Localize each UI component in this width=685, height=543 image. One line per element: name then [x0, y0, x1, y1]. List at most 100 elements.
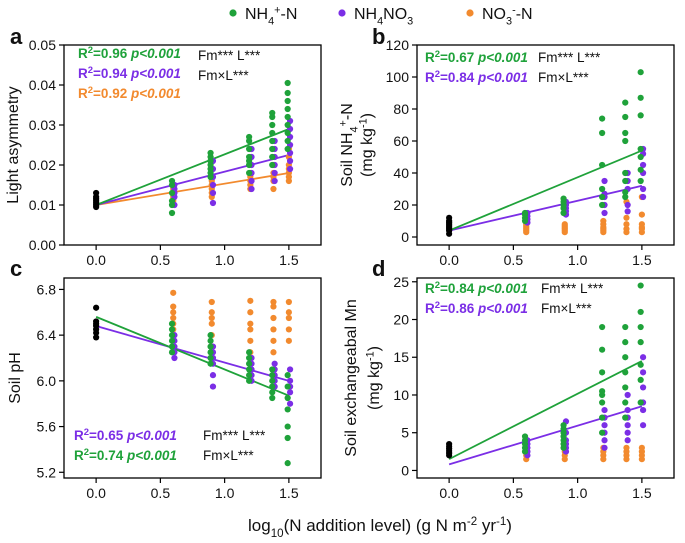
data-point-control	[93, 334, 100, 341]
data-point-nh4	[168, 337, 176, 344]
data-point-nh4no3	[271, 360, 278, 367]
y-tick-label: 0.00	[29, 237, 56, 253]
y-tick-label: 5	[401, 425, 409, 441]
fit-line-nh4no3	[95, 325, 290, 382]
x-tick-label: 0.5	[151, 485, 171, 501]
x-tick-label: 1.0	[568, 485, 588, 501]
y-tick-label: 0.03	[29, 117, 56, 133]
data-point-nh4	[284, 137, 291, 145]
y-tick-label: 0.02	[29, 157, 56, 173]
anova-annotation: Fm*** L***	[203, 428, 266, 443]
data-point-nh4	[637, 376, 644, 383]
data-point-nh4	[246, 377, 253, 384]
panel-a: a 0.0 0.5 1.0 1.5 0.00 0.01 0.02 0.03 0.04 0.05 Lig…	[5, 24, 322, 268]
data-point-nh4	[284, 79, 291, 87]
data-point-nh4	[246, 169, 253, 177]
data-point-nh4	[168, 177, 176, 185]
data-point-nh4no3	[286, 400, 294, 407]
legend-label: NH4+-N	[245, 4, 297, 27]
legend-marker	[229, 9, 237, 17]
data-point-nh4	[246, 360, 253, 367]
panel-b: b 0.0 0.5 1.0 1.5 0 20 40 60 80 100 120 Soil NH4+-N(…	[337, 24, 675, 268]
data-point-nh4no3	[209, 372, 217, 379]
y-tick-label: 0	[401, 229, 409, 245]
data-point-nh4	[168, 332, 176, 339]
data-point-control	[446, 214, 453, 221]
data-point-nh4no3	[209, 181, 217, 189]
data-point-nh4	[246, 349, 253, 356]
panel-d: d 0.0 0.5 1.0 1.5 0 5 10 15 20 25 Soil exchangeabal…	[343, 256, 675, 501]
data-point-nh4	[637, 361, 644, 368]
data-point-nh4	[622, 177, 629, 185]
data-point-no3	[247, 309, 254, 316]
data-point-nh4	[168, 320, 176, 327]
data-point-nh4	[599, 129, 606, 137]
data-point-nh4	[284, 145, 291, 153]
y-axis-label: Soil exchangeabal Mn	[343, 299, 360, 456]
anova-annotation: Fm*** L***	[541, 281, 604, 296]
x-axis-title: log10(N addition level) (g N m-2 yr-1)	[248, 516, 512, 540]
x-tick-label: 1.5	[632, 485, 652, 501]
data-point-no3	[285, 309, 292, 316]
data-point-nh4no3	[248, 185, 255, 193]
y-tick-label: 10	[393, 387, 409, 403]
data-point-nh4no3	[624, 429, 631, 436]
data-point-nh4	[622, 137, 629, 145]
data-point-nh4	[622, 369, 629, 376]
data-point-nh4	[622, 129, 629, 137]
fit-line-nh4no3	[95, 154, 290, 206]
data-point-nh4	[269, 121, 276, 129]
data-point-nh4	[168, 343, 176, 350]
data-point-nh4	[269, 153, 276, 161]
x-tick-label: 0.5	[151, 252, 171, 268]
data-point-nh4	[622, 354, 629, 361]
data-point-nh4no3	[601, 444, 608, 451]
data-point-no3	[247, 297, 254, 304]
fit-line-no3	[95, 172, 290, 206]
data-point-nh4	[284, 383, 291, 390]
data-point-nh4	[622, 169, 629, 177]
x-tick-label: 0.0	[86, 485, 106, 501]
data-point-nh4no3	[639, 422, 647, 429]
data-point-nh4	[599, 201, 606, 209]
data-point-no3	[170, 303, 177, 310]
y-tick-label: 20	[393, 312, 409, 328]
x-tick-label: 1.5	[632, 252, 652, 268]
data-point-no3	[270, 303, 277, 310]
data-point-nh4	[168, 326, 176, 333]
data-point-no3	[623, 444, 630, 451]
data-point-nh4no3	[601, 177, 608, 185]
y-tick-label: 25	[393, 274, 409, 290]
data-point-no3	[208, 314, 215, 322]
legend-marker	[466, 9, 474, 17]
data-point-nh4	[599, 414, 606, 421]
data-point-nh4	[284, 406, 291, 413]
data-point-nh4	[599, 346, 606, 353]
data-point-no3	[270, 298, 277, 306]
data-point-nh4	[599, 399, 606, 406]
data-point-nh4no3	[286, 157, 294, 165]
data-point-no3	[170, 309, 177, 316]
r2-annotation-nh4no3: R2=0.86 p<0.001	[425, 300, 528, 316]
data-point-nh4no3	[624, 406, 631, 414]
data-point-nh4no3	[624, 422, 631, 429]
anova-annotation: Fm×L***	[538, 70, 589, 85]
data-point-nh4	[284, 97, 291, 105]
data-point-no3	[270, 185, 277, 193]
data-point-nh4	[637, 112, 644, 119]
y-tick-label: 0.01	[29, 197, 56, 213]
plot-frame	[416, 277, 675, 479]
data-point-nh4	[207, 332, 214, 339]
fit-line-nh4no3	[448, 184, 643, 232]
data-point-no3	[600, 217, 607, 225]
r2-annotation-nh4no3: R2=0.65 p<0.001	[74, 427, 177, 443]
data-point-nh4	[599, 323, 606, 331]
data-point-nh4	[284, 372, 291, 379]
data-point-nh4	[622, 323, 629, 331]
data-point-nh4no3	[639, 406, 647, 414]
data-point-nh4	[622, 193, 629, 201]
data-point-nh4	[284, 434, 291, 442]
data-point-nh4no3	[248, 177, 255, 185]
data-point-nh4	[207, 360, 214, 367]
plot-frame	[416, 44, 675, 246]
